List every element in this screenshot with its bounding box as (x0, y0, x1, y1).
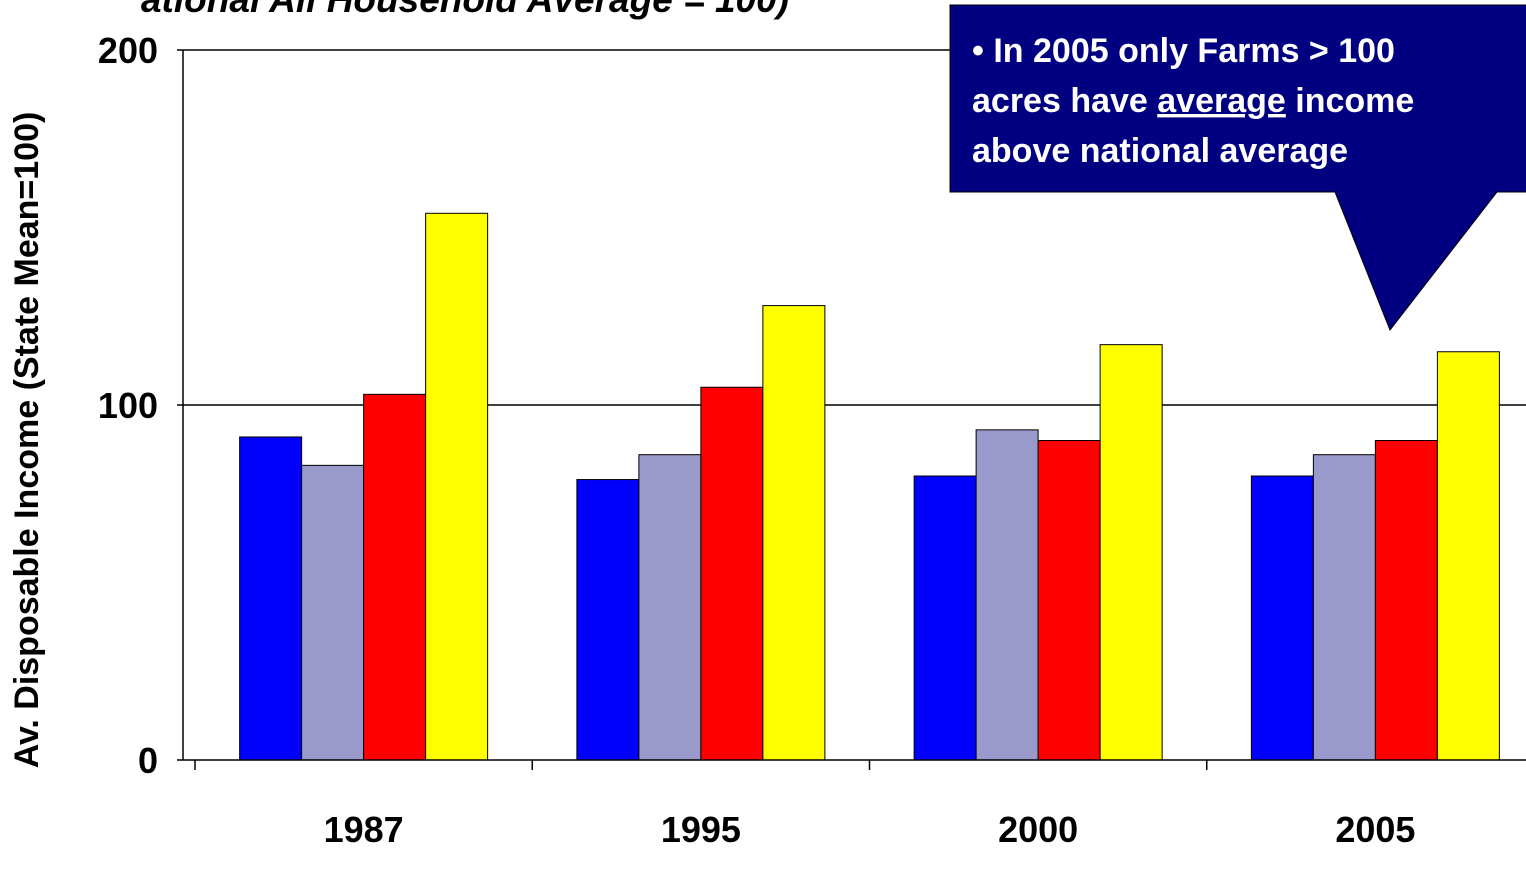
x-tick-label: 1987 (324, 809, 404, 850)
bar (762, 305, 826, 761)
bar (1250, 475, 1314, 761)
y-tick-label: 0 (138, 740, 158, 781)
callout-text-part: • In 2005 only Farms > 100 (972, 32, 1395, 70)
y-tick-label: 200 (98, 30, 158, 71)
callout-text-part: above national average (972, 132, 1348, 170)
bar (638, 454, 702, 761)
bar (239, 436, 303, 761)
callout-text: acres have average income (972, 82, 1414, 120)
x-tick-label: 2000 (998, 809, 1078, 850)
callout (949, 4, 1526, 331)
y-tick-label: 100 (98, 385, 158, 426)
x-tick-label: 1995 (661, 809, 741, 850)
chart-title: ational All Household Average = 100) (141, 0, 789, 20)
bar (1312, 454, 1376, 761)
bar (1374, 440, 1438, 761)
x-tick-label: 2005 (1335, 809, 1415, 850)
bar (1436, 351, 1500, 761)
y-axis-label: Av. Disposable Income (State Mean=100) (8, 112, 46, 769)
callout-text: • In 2005 only Farms > 100 (972, 32, 1395, 70)
callout-text: above national average (972, 132, 1348, 170)
callout-text-part: average (1157, 82, 1286, 120)
bar (363, 393, 427, 761)
bar (301, 464, 365, 761)
bar (576, 479, 640, 761)
bar (975, 429, 1039, 761)
bar (700, 386, 764, 761)
bar (425, 212, 489, 761)
bar (1099, 344, 1163, 761)
callout-text-part: acres have (972, 82, 1157, 120)
bar (913, 475, 977, 761)
callout-text-part: income (1286, 82, 1414, 120)
bar (1037, 440, 1101, 761)
